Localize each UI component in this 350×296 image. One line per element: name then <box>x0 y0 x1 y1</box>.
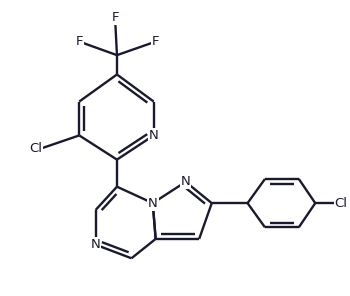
Text: N: N <box>181 175 190 188</box>
Text: N: N <box>148 197 158 210</box>
Text: F: F <box>76 35 83 48</box>
Text: Cl: Cl <box>29 141 42 155</box>
Text: F: F <box>152 35 159 48</box>
Text: N: N <box>149 129 159 142</box>
Text: Cl: Cl <box>335 197 348 210</box>
Text: F: F <box>111 11 119 24</box>
Text: N: N <box>91 238 100 251</box>
